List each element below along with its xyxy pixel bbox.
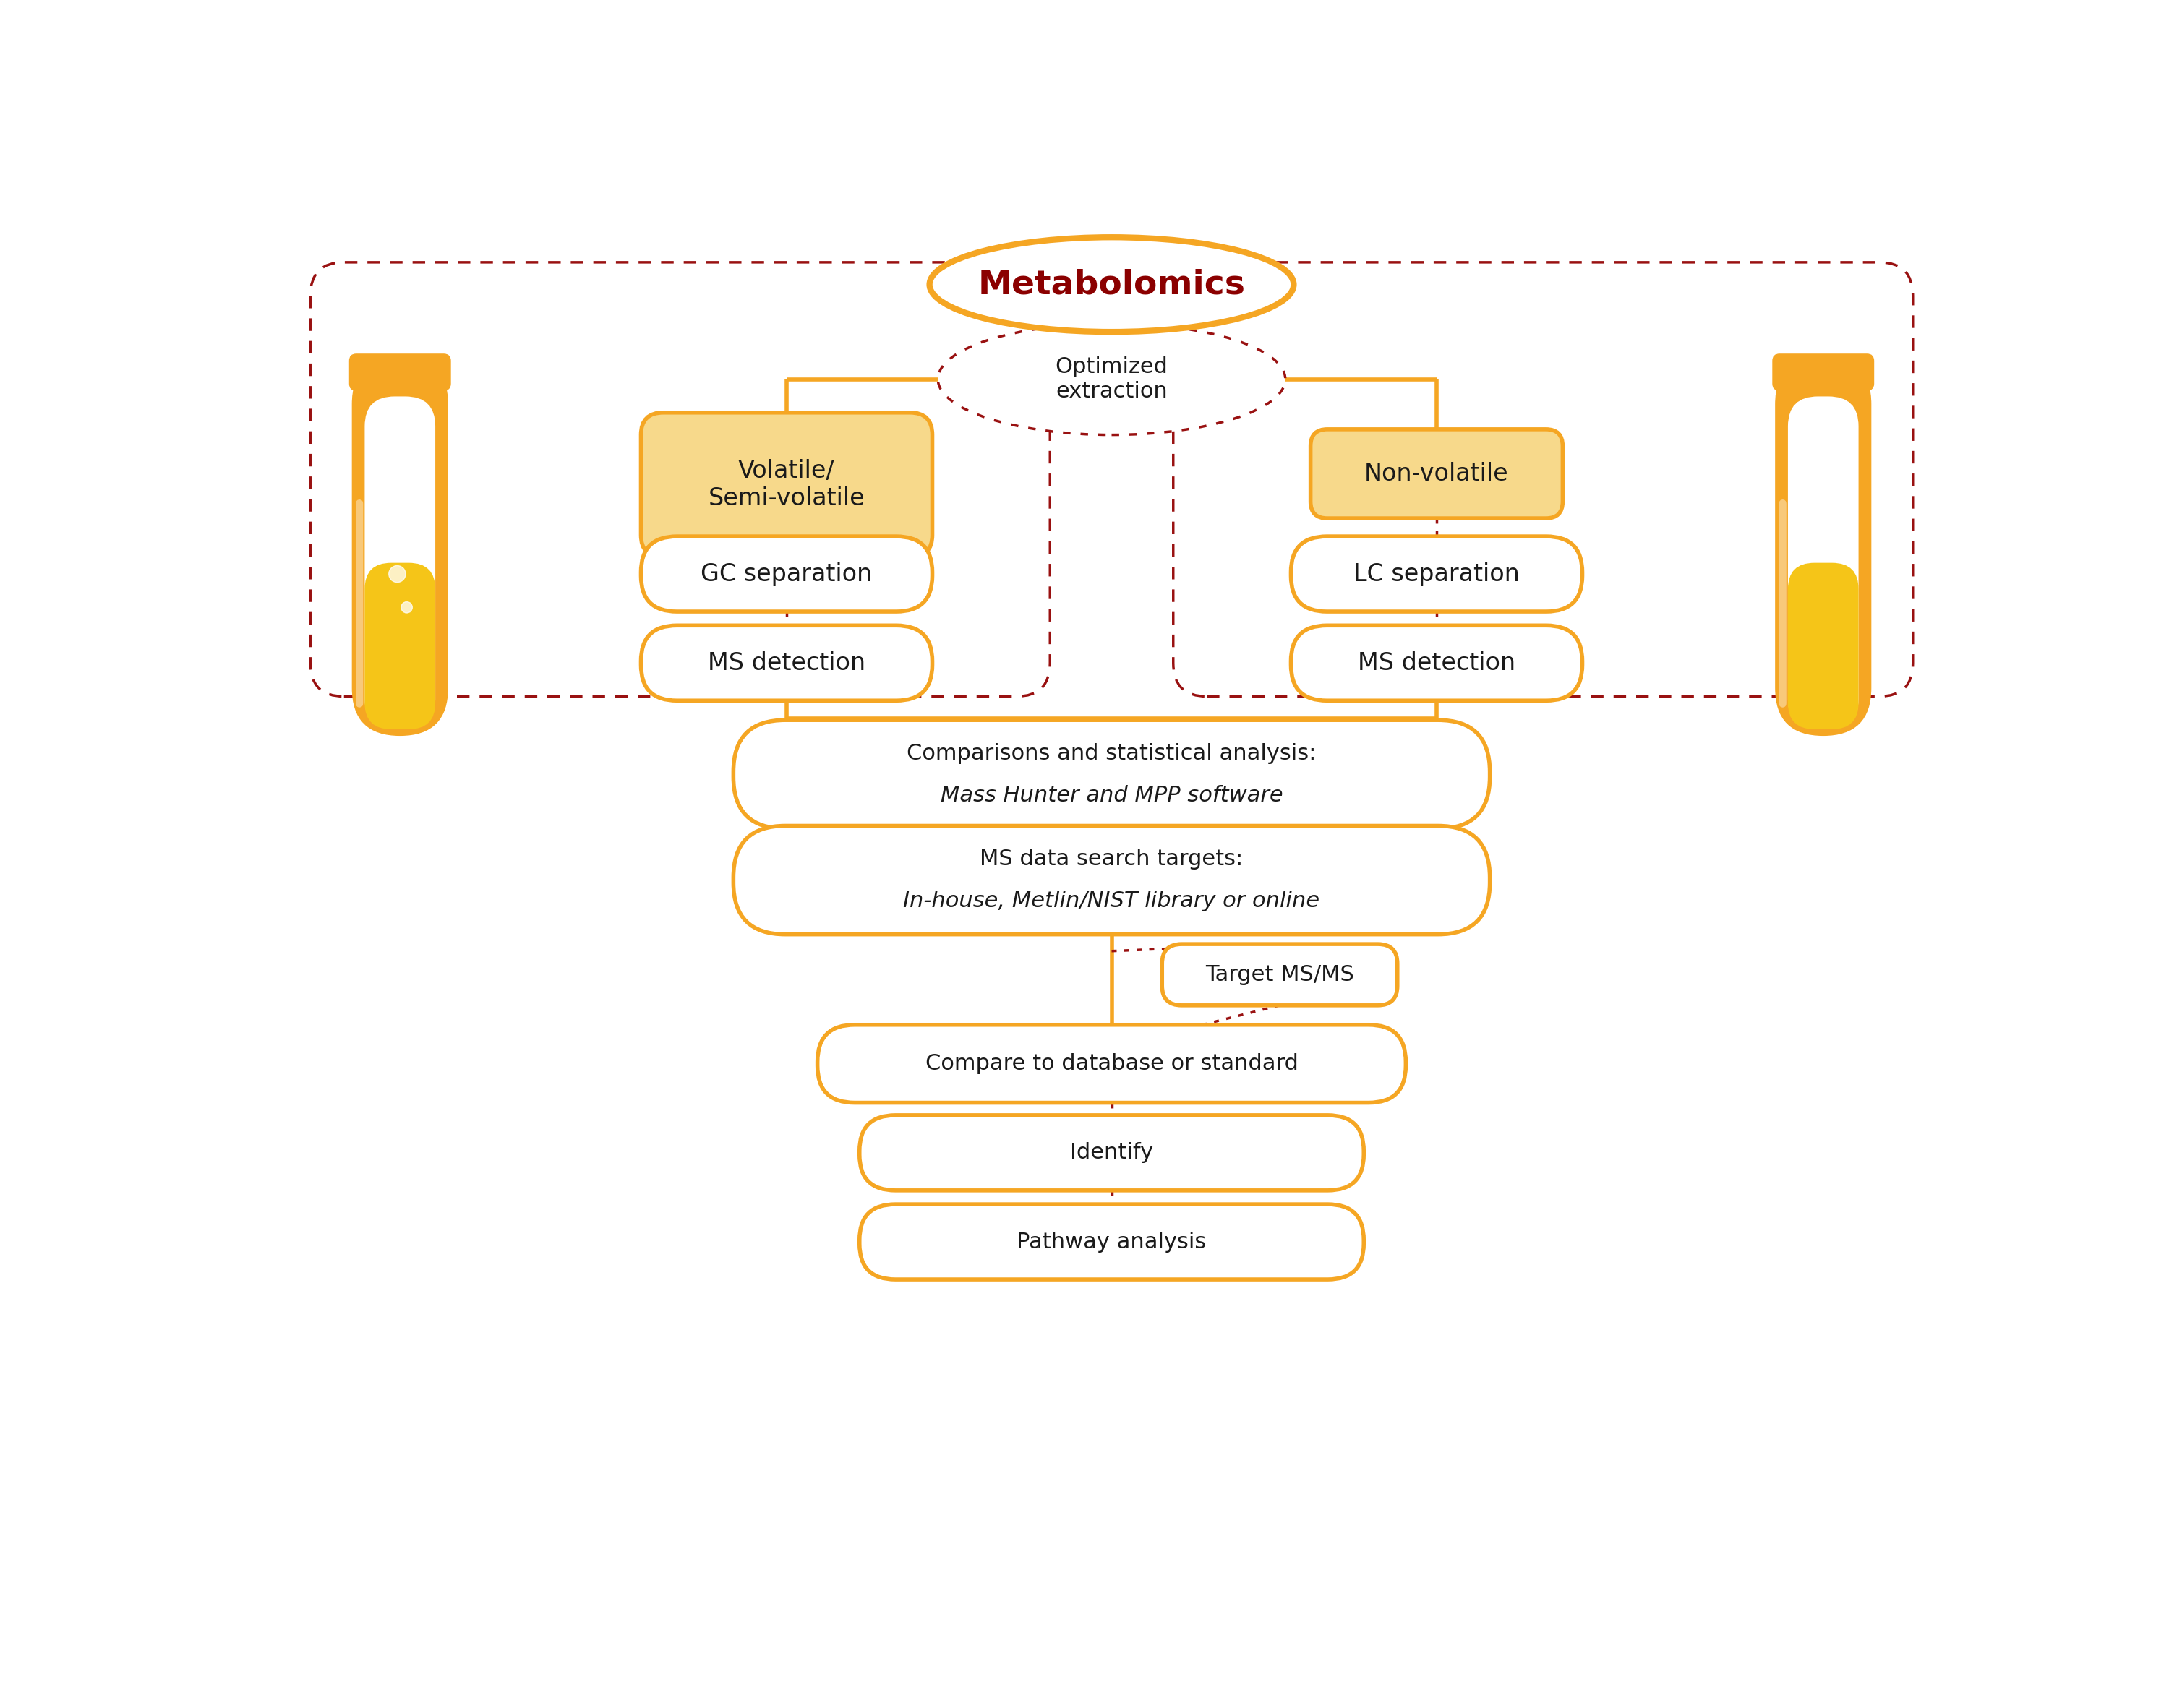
Text: Mass Hunter and MPP software: Mass Hunter and MPP software	[941, 786, 1282, 806]
FancyBboxPatch shape	[642, 536, 933, 611]
Ellipse shape	[931, 237, 1293, 331]
Text: In-house, Metlin/NIST library or online: In-house, Metlin/NIST library or online	[902, 892, 1321, 912]
FancyBboxPatch shape	[1291, 536, 1581, 611]
Ellipse shape	[937, 323, 1286, 436]
Text: MS detection: MS detection	[1358, 651, 1516, 675]
Text: Optimized
extraction: Optimized extraction	[1056, 357, 1167, 401]
FancyBboxPatch shape	[859, 1204, 1364, 1279]
Text: Comparisons and statistical analysis:: Comparisons and statistical analysis:	[907, 743, 1317, 763]
FancyBboxPatch shape	[364, 564, 436, 729]
FancyBboxPatch shape	[1787, 564, 1859, 729]
FancyBboxPatch shape	[642, 413, 933, 557]
FancyBboxPatch shape	[364, 396, 436, 729]
FancyBboxPatch shape	[859, 1115, 1364, 1190]
Text: LC separation: LC separation	[1353, 562, 1520, 586]
FancyBboxPatch shape	[1291, 625, 1581, 700]
Text: Pathway analysis: Pathway analysis	[1017, 1231, 1206, 1252]
Text: Non-volatile: Non-volatile	[1364, 461, 1510, 485]
Text: Metabolomics: Metabolomics	[978, 268, 1245, 301]
Circle shape	[403, 535, 416, 547]
Text: MS data search targets:: MS data search targets:	[980, 849, 1243, 869]
Text: Identify: Identify	[1069, 1143, 1154, 1163]
FancyBboxPatch shape	[733, 721, 1490, 828]
Circle shape	[382, 499, 401, 516]
FancyBboxPatch shape	[642, 625, 933, 700]
FancyBboxPatch shape	[1772, 354, 1874, 391]
FancyBboxPatch shape	[349, 354, 451, 391]
Text: Volatile/
Semi-volatile: Volatile/ Semi-volatile	[709, 459, 865, 511]
FancyBboxPatch shape	[818, 1025, 1406, 1103]
Text: MS detection: MS detection	[707, 651, 865, 675]
FancyBboxPatch shape	[351, 357, 447, 736]
FancyBboxPatch shape	[356, 499, 362, 707]
FancyBboxPatch shape	[1787, 396, 1859, 729]
Text: Target MS/MS: Target MS/MS	[1206, 965, 1353, 986]
Text: GC separation: GC separation	[701, 562, 872, 586]
Circle shape	[399, 466, 412, 482]
Circle shape	[375, 436, 397, 456]
FancyBboxPatch shape	[1310, 429, 1562, 518]
Circle shape	[388, 565, 406, 582]
FancyBboxPatch shape	[1163, 945, 1397, 1006]
Text: Compare to database or standard: Compare to database or standard	[926, 1054, 1297, 1074]
FancyBboxPatch shape	[1776, 357, 1872, 736]
FancyBboxPatch shape	[733, 825, 1490, 934]
Circle shape	[401, 601, 412, 613]
FancyBboxPatch shape	[1779, 499, 1787, 707]
